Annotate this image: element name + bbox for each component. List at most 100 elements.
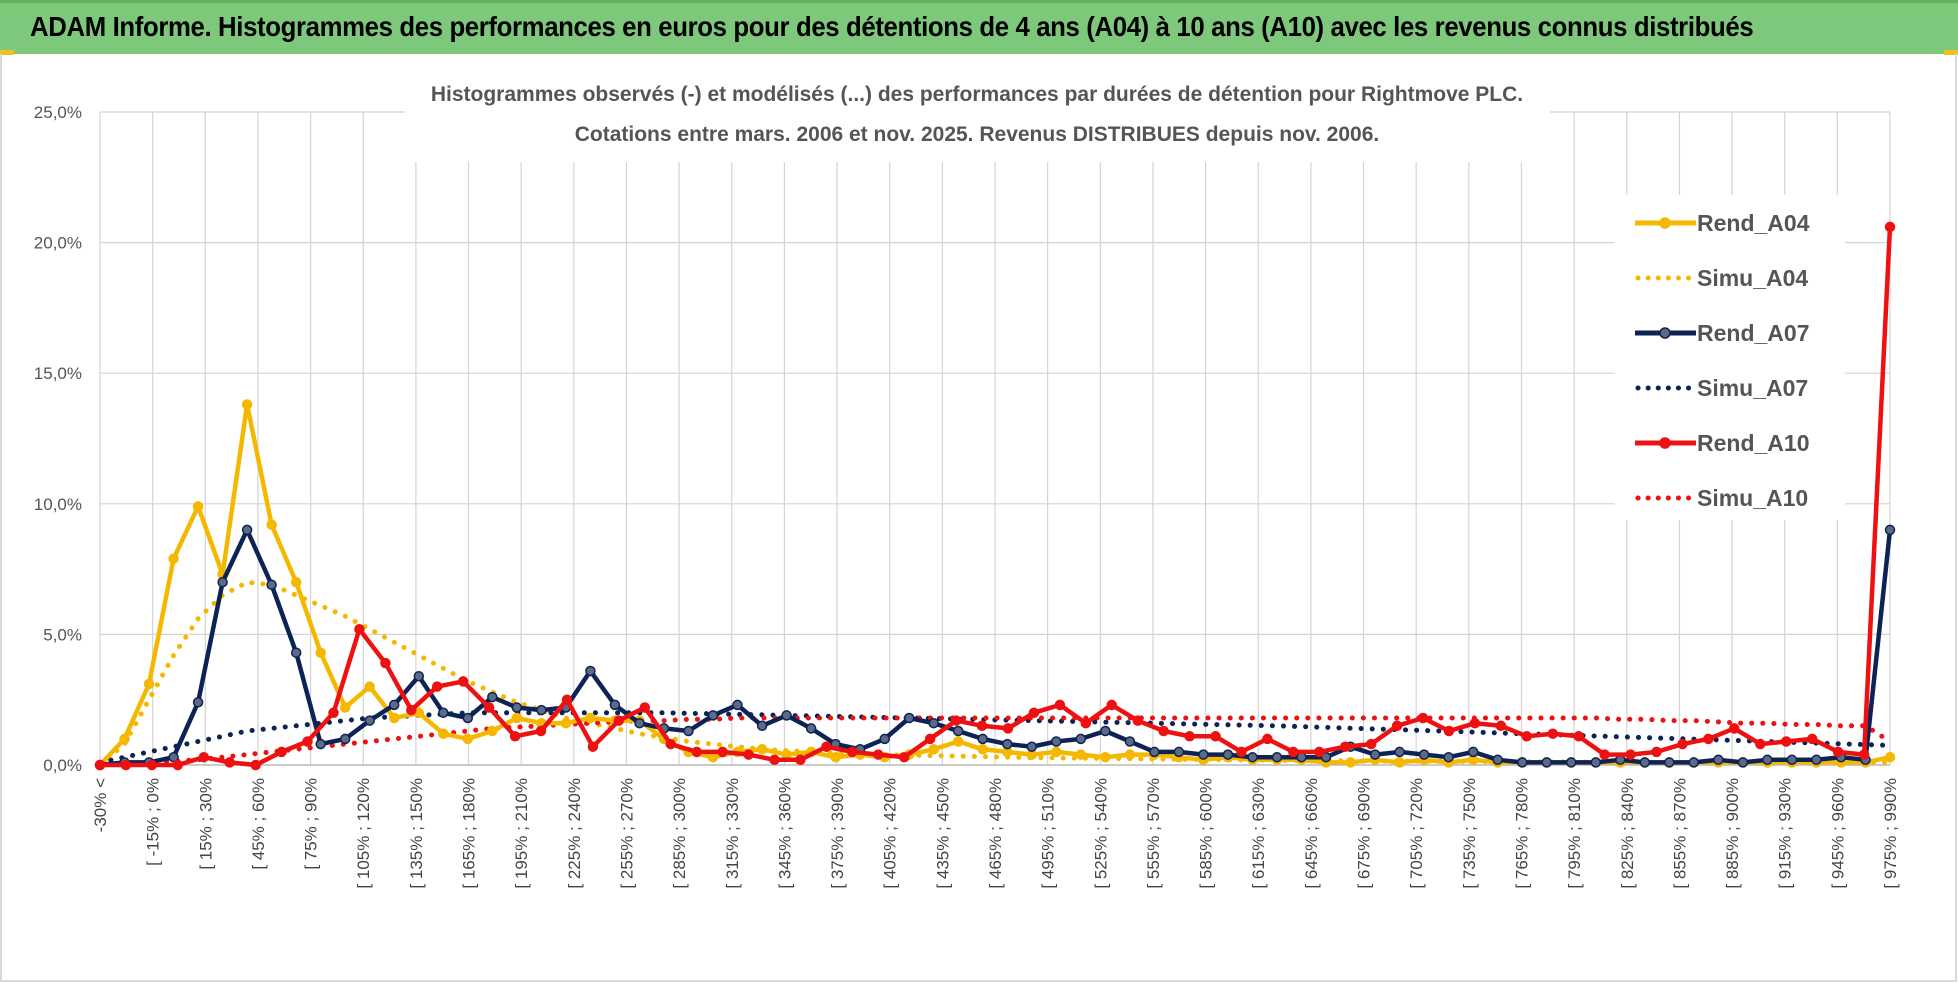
data-point-Rend_A07 (1026, 741, 1038, 752)
y-tick-label: 20,0% (34, 234, 82, 253)
data-point-Rend_A07 (1664, 757, 1675, 768)
x-tick-label: [ 405% ; 420% (881, 778, 900, 889)
data-point-Rend_A10 (873, 749, 884, 760)
data-point-Rend_A07 (781, 710, 792, 721)
data-point-Rend_A10 (561, 694, 573, 705)
data-point-Rend_A10 (950, 715, 962, 726)
series-line-Rend_A10 (100, 226, 1893, 768)
x-tick-label: [ 195% ; 210% (512, 778, 531, 889)
data-point-Rend_A04 (266, 519, 277, 530)
data-point-Rend_A07 (1271, 751, 1283, 763)
data-point-Rend_A07 (1443, 751, 1454, 763)
data-point-Rend_A04 (315, 647, 326, 658)
series-line-Simu_A10 (97, 715, 1893, 768)
data-point-Rend_A07 (388, 699, 400, 711)
x-tick-label: [ 525% ; 540% (1091, 778, 1110, 889)
data-point-Rend_A07 (413, 670, 425, 682)
data-point-Rend_A07 (1002, 738, 1013, 750)
data-point-Rend_A10 (1236, 746, 1247, 758)
x-tick-label: [ 15% ; 30% (196, 778, 215, 870)
data-point-Rend_A07 (339, 733, 351, 745)
x-tick-label: [ -15% ; 0% (144, 778, 163, 866)
data-point-Rend_A07 (1124, 736, 1136, 747)
data-point-Rend_A07 (1369, 749, 1381, 760)
x-tick-label: [ 495% ; 510% (1039, 778, 1058, 889)
x-tick-label: [ 795% ; 810% (1565, 778, 1584, 889)
data-point-Rend_A07 (707, 710, 719, 721)
x-tick-label: [ 855% ; 870% (1670, 778, 1689, 889)
data-point-Rend_A10 (587, 741, 599, 752)
data-point-Rend_A10 (1469, 717, 1481, 729)
data-point-Rend_A07 (1688, 757, 1700, 768)
legend-label: Simu_A04 (1697, 265, 1808, 291)
data-point-Rend_A04 (241, 399, 253, 410)
x-tick-label: [ 285% ; 300% (670, 778, 689, 889)
data-point-Rend_A07 (903, 712, 915, 724)
data-point-Rend_A04 (1345, 757, 1356, 768)
data-point-Rend_A10 (509, 731, 521, 742)
x-tick-label: [ 345% ; 360% (775, 778, 794, 889)
data-point-Rend_A10 (847, 746, 858, 758)
data-point-Rend_A07 (1418, 749, 1430, 760)
data-point-Rend_A04 (1884, 751, 1896, 763)
data-point-Rend_A07 (879, 733, 890, 745)
data-point-Rend_A04 (364, 681, 375, 692)
chart-title-group: Histogrammes observés (-) et modélisés (… (405, 72, 1550, 162)
legend-label: Rend_A07 (1697, 320, 1809, 346)
data-point-Rend_A10 (172, 759, 184, 771)
legend-item-Simu_A04: Simu_A04 (1635, 265, 1808, 291)
data-point-Rend_A07 (462, 712, 474, 724)
x-tick-label: [ 975% ; 990% (1881, 778, 1900, 889)
x-tick-label: [ 825% ; 840% (1618, 778, 1637, 889)
data-point-Rend_A04 (830, 751, 841, 763)
data-point-Rend_A10 (769, 754, 780, 766)
data-point-Rend_A07 (1737, 757, 1749, 768)
x-tick-label: [ 645% ; 660% (1302, 778, 1321, 889)
data-point-Rend_A04 (560, 717, 572, 729)
data-point-Rend_A07 (1590, 757, 1602, 768)
data-point-Rend_A04 (1100, 751, 1111, 763)
data-point-Rend_A10 (1884, 221, 1896, 233)
y-tick-label: 10,0% (34, 495, 82, 514)
data-point-Rend_A04 (290, 576, 302, 588)
data-point-Rend_A10 (1314, 746, 1325, 758)
x-tick-label: [ 135% ; 150% (407, 778, 426, 889)
x-tick-label: [ 585% ; 600% (1197, 778, 1216, 889)
data-point-Rend_A07 (1075, 733, 1087, 745)
data-point-Rend_A04 (143, 678, 155, 690)
data-point-Rend_A07 (1198, 749, 1209, 760)
data-point-Rend_A07 (487, 691, 498, 703)
legend-item-Simu_A07: Simu_A07 (1635, 375, 1808, 401)
y-tick-label: 0,0% (43, 756, 82, 775)
legend-item-Simu_A10: Simu_A10 (1635, 485, 1808, 511)
data-point-Rend_A10 (976, 720, 988, 732)
legend-marker (1659, 327, 1671, 339)
data-point-Rend_A04 (1051, 746, 1062, 758)
data-point-Rend_A10 (665, 738, 676, 750)
y-axis-ticks: 0,0% 5,0% 10,0% 15,0% 20,0% 25,0% (34, 103, 82, 775)
data-point-Rend_A10 (1521, 731, 1533, 742)
data-point-Rend_A10 (1677, 738, 1688, 750)
data-point-Rend_A07 (266, 579, 277, 591)
series-Simu_A07 (97, 710, 1893, 765)
x-tick-label: [ 735% ; 750% (1460, 778, 1479, 889)
data-point-Rend_A07 (634, 717, 645, 729)
data-point-Rend_A10 (1132, 715, 1143, 726)
x-axis-ticks: -30% < [ -15% ; 0% [ 15% ; 30% [ 45% ; 60% [… (91, 778, 1900, 889)
header-banner: ADAM Informe. Histogrammes des performan… (0, 0, 1958, 54)
legend-box (1615, 195, 1845, 520)
legend: Rend_A04 Simu_A04 Rend_A07 Simu_A07 Rend_A10… (1615, 195, 1845, 520)
data-point-Rend_A10 (1054, 699, 1066, 711)
data-point-Rend_A10 (1106, 699, 1117, 711)
data-point-Rend_A10 (1547, 728, 1559, 739)
data-point-Rend_A07 (217, 576, 228, 588)
data-point-Rend_A07 (952, 725, 964, 737)
data-point-Rend_A10 (1210, 731, 1221, 742)
data-point-Rend_A10 (717, 746, 728, 758)
series-lines (94, 221, 1896, 771)
data-point-Rend_A04 (928, 744, 939, 755)
data-point-Rend_A04 (119, 733, 130, 745)
x-tick-label: [ 45% ; 60% (249, 778, 268, 870)
legend-label: Simu_A10 (1697, 485, 1808, 511)
